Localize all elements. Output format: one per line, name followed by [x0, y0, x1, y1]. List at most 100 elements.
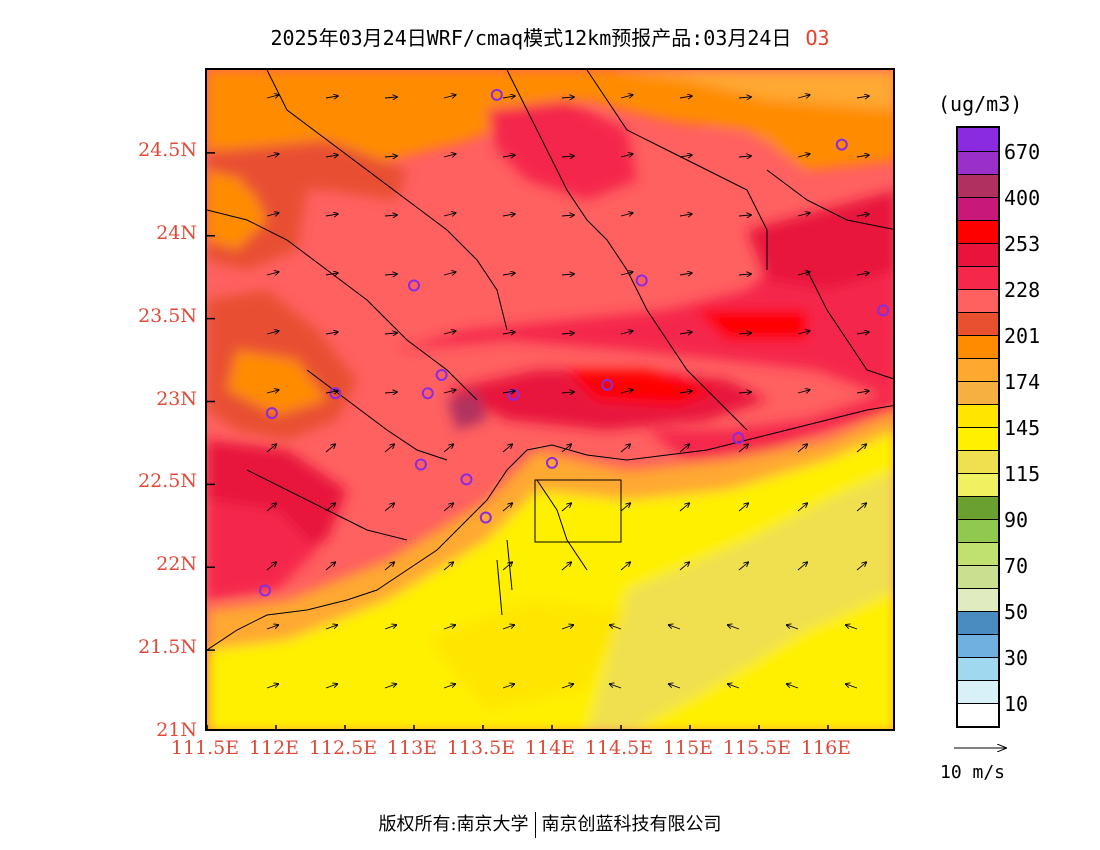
- wind-arrow: [738, 274, 751, 275]
- concentration-map[interactable]: [207, 70, 895, 731]
- station-circle: [414, 458, 427, 471]
- wind-arrow: [384, 274, 397, 275]
- legend-swatch: [958, 151, 998, 174]
- wind-arrow: [669, 684, 681, 689]
- station-circle: [408, 279, 420, 292]
- legend-swatch: [958, 496, 998, 519]
- lat-tick-label: 21N: [156, 719, 197, 741]
- wind-arrow: [620, 331, 633, 334]
- wind-arrow: [620, 95, 633, 98]
- wind-arrow: [738, 97, 751, 98]
- wind-arrow: [797, 331, 810, 334]
- legend-swatch: [958, 174, 998, 197]
- legend-label: 228: [1004, 278, 1041, 302]
- wind-arrow: [561, 156, 574, 157]
- legend-label: 670: [1004, 140, 1041, 164]
- wind-arrow: [561, 97, 574, 98]
- legend-unit: (ug/m3): [938, 92, 1023, 116]
- wind-arrow: [669, 625, 681, 630]
- wind-arrow: [856, 214, 869, 216]
- lon-tick-label: 111.5E: [170, 737, 240, 759]
- wind-arrow: [797, 390, 810, 393]
- wind-arrow: [620, 213, 633, 216]
- wind-arrow: [620, 390, 633, 393]
- legend-swatch: [958, 519, 998, 542]
- wind-arrow: [561, 444, 571, 453]
- wind-arrow: [797, 503, 807, 512]
- lon-tick-label: 115.5E: [722, 737, 792, 759]
- wind-arrow: [266, 625, 278, 630]
- wind-arrow: [502, 562, 512, 571]
- lon-tick-label: 112E: [248, 737, 300, 759]
- wind-arrow: [787, 625, 799, 630]
- lon-tick-label: 114.5E: [584, 737, 654, 759]
- legend-swatch: [958, 243, 998, 266]
- copyright: 版权所有:南京大学 南京创蓝科技有限公司: [0, 810, 1100, 838]
- wind-arrow: [620, 444, 630, 453]
- legend-swatch: [958, 542, 998, 565]
- wind-arrow: [620, 562, 630, 571]
- wind-arrow: [561, 503, 571, 512]
- wind-arrow: [610, 684, 622, 689]
- wind-arrow: [797, 562, 807, 571]
- wind-arrow: [443, 444, 453, 453]
- wind-arrow: [738, 392, 751, 393]
- wind-arrow: [797, 213, 810, 216]
- wind-arrow: [561, 684, 573, 689]
- lat-tick-label: 24.5N: [138, 138, 197, 161]
- legend-label: 90: [1004, 508, 1029, 532]
- wind-arrow: [325, 273, 338, 275]
- station-circle: [635, 274, 648, 287]
- wind-arrow: [679, 444, 689, 453]
- lon-tick-label: 114E: [524, 737, 576, 759]
- copyright-part1: 版权所有:南京大学: [378, 814, 529, 835]
- legend-label: 201: [1004, 324, 1041, 348]
- legend-label: 10: [1004, 692, 1029, 716]
- title-text: 2025年03月24日WRF/cmaq模式12km预报产品:03月24日: [270, 26, 792, 50]
- wind-arrow: [679, 332, 692, 334]
- lat-tick-label: 23.5N: [138, 304, 197, 327]
- wind-arrow: [325, 444, 335, 453]
- wind-arrow: [325, 391, 338, 393]
- legend-label: 30: [1004, 646, 1029, 670]
- wind-arrow: [325, 96, 338, 98]
- wind-arrow: [325, 155, 338, 157]
- wind-arrow: [620, 154, 633, 157]
- wind-arrow: [787, 684, 799, 689]
- station-circle: [329, 387, 342, 400]
- wind-arrow: [679, 214, 692, 216]
- wind-arrow: [325, 562, 335, 571]
- wind-arrow: [384, 215, 397, 216]
- wind-arrow: [679, 273, 692, 275]
- wind-arrow: [502, 503, 512, 512]
- lon-tick-label: 113.5E: [446, 737, 516, 759]
- station-circle: [265, 407, 278, 420]
- wind-arrow: [325, 332, 338, 334]
- wind-arrow: [384, 625, 396, 630]
- wind-arrow: [738, 156, 751, 157]
- wind-arrow: [502, 625, 514, 630]
- map-title: 2025年03月24日WRF/cmaq模式12km预报产品:03月24日 O3: [0, 22, 1100, 51]
- lon-tick-label: 115E: [662, 737, 714, 759]
- wind-arrow: [266, 331, 279, 334]
- wind-arrow: [266, 684, 278, 689]
- wind-arrow: [266, 272, 279, 275]
- wind-arrow: [266, 154, 279, 157]
- wind-arrow: [502, 332, 515, 334]
- wind-arrow: [384, 562, 394, 571]
- wind-arrow: [502, 273, 515, 275]
- wind-arrow: [384, 333, 397, 334]
- legend-swatch: [958, 703, 998, 726]
- wind-arrow: [856, 155, 869, 157]
- wind-arrow: [561, 274, 574, 275]
- wind-arrow: [384, 444, 394, 453]
- wind-arrow: [856, 503, 866, 512]
- legend-swatch: [958, 220, 998, 243]
- station-circle: [435, 368, 448, 381]
- map-frame[interactable]: [205, 68, 895, 731]
- wind-arrow: [856, 273, 869, 275]
- legend-swatch: [958, 657, 998, 680]
- legend-swatch: [958, 197, 998, 220]
- wind-arrow: [561, 562, 571, 571]
- wind-arrow: [561, 215, 574, 216]
